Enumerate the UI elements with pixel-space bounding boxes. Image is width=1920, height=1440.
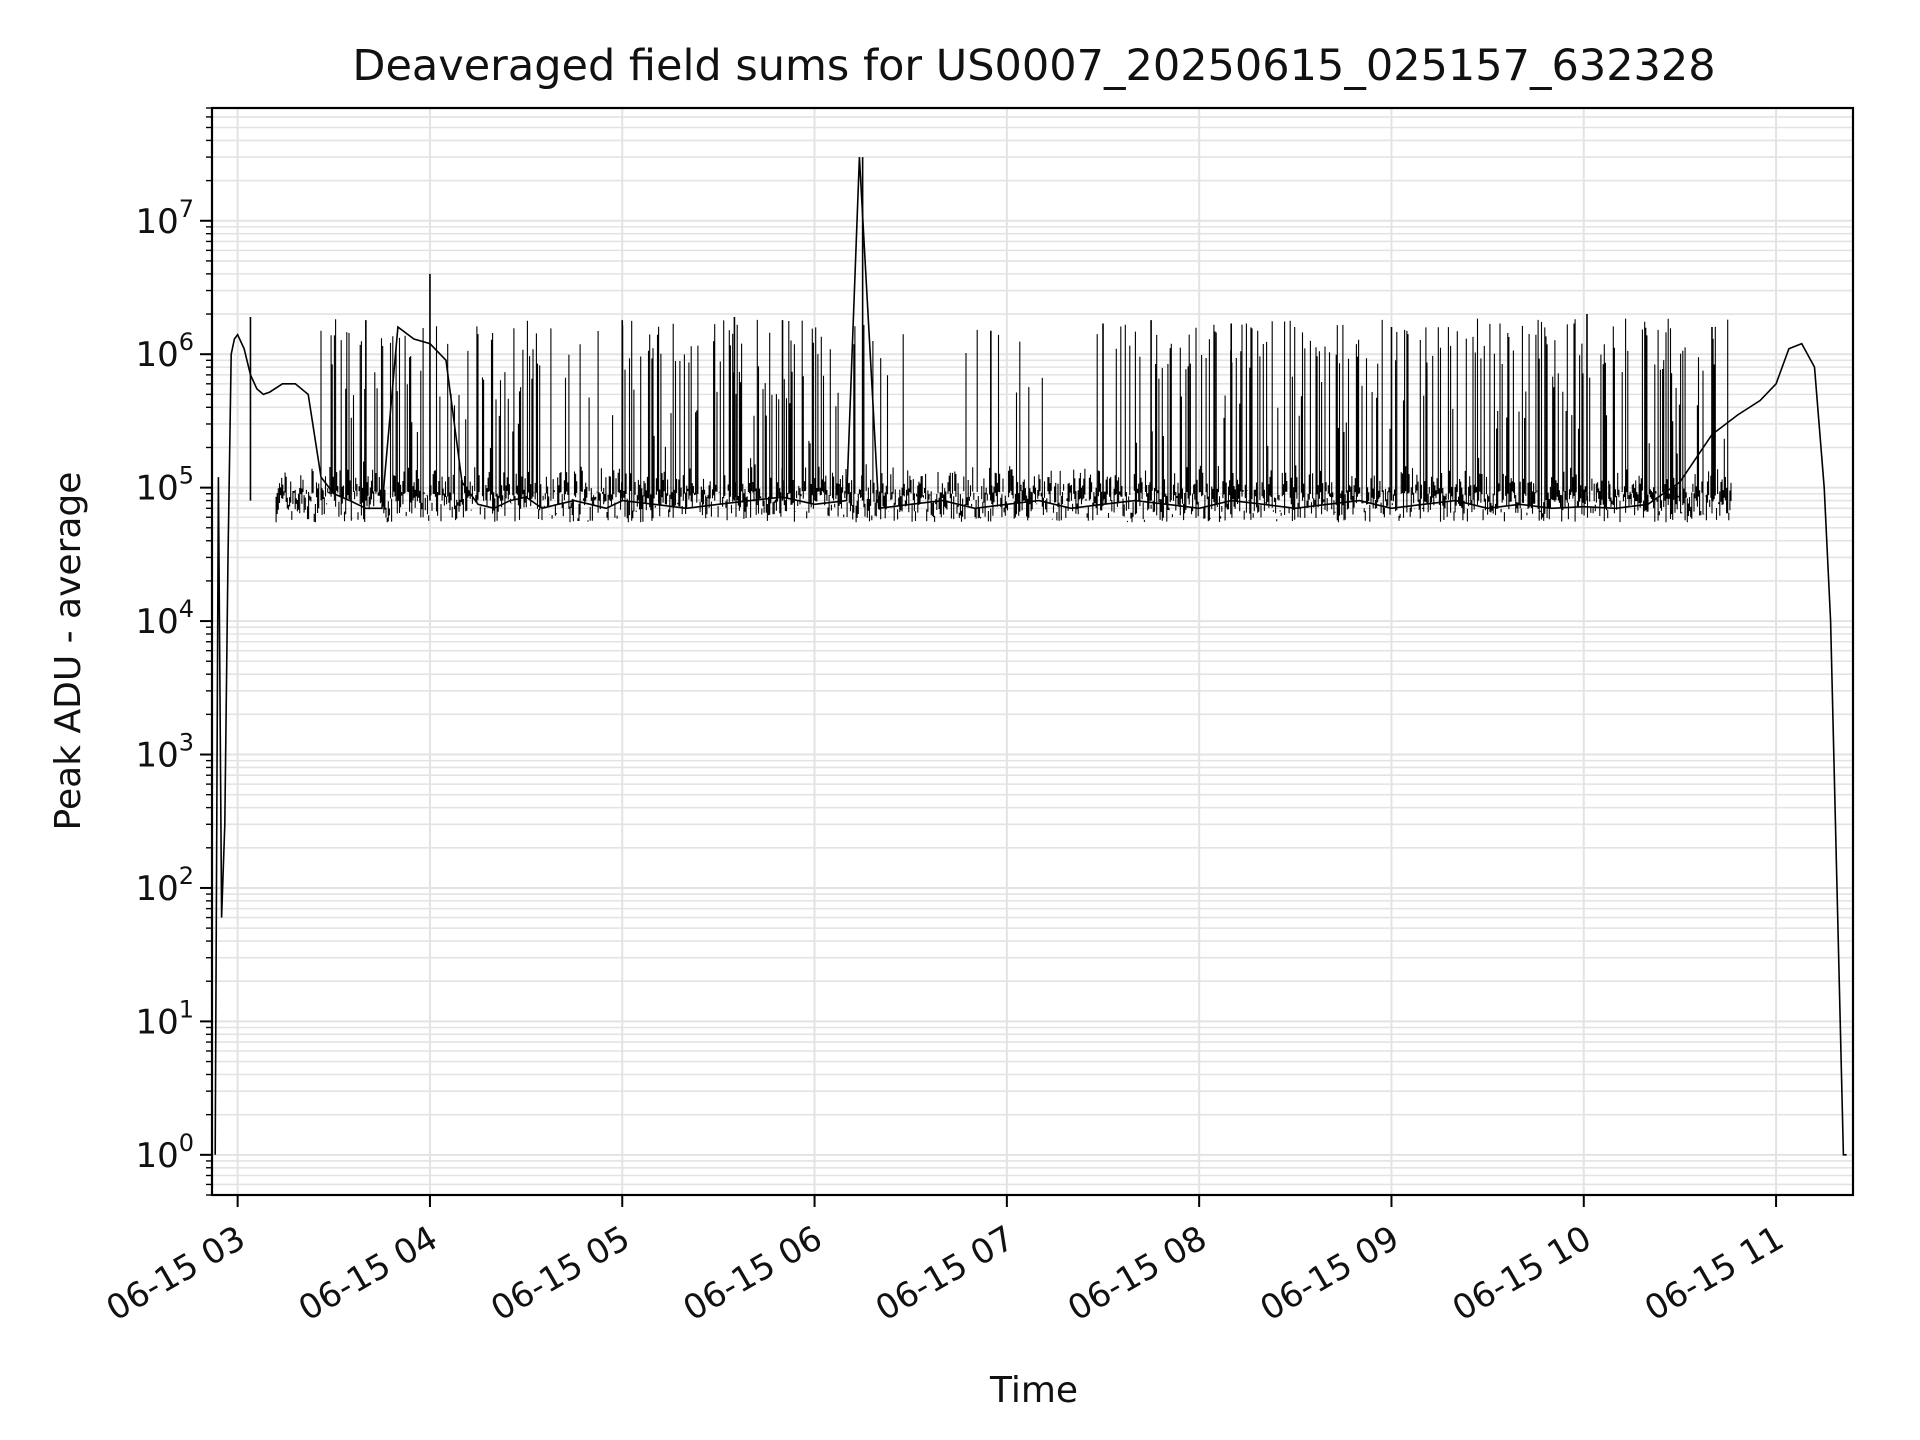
series-line: [214, 157, 1847, 1156]
x-axis: 06-15 03 06-15 04 06-15 05 06-15 06 06-15 07…: [100, 1195, 1791, 1329]
x-tick-label: 06-15 08: [1061, 1218, 1213, 1329]
data-series: [214, 157, 1847, 1156]
x-axis-title: Time: [989, 1370, 1078, 1411]
y-tick-label: 100: [135, 1129, 194, 1176]
x-tick-label: 06-15 06: [677, 1218, 829, 1329]
y-tick-label: 107: [135, 195, 194, 242]
x-tick-label: 06-15 11: [1638, 1218, 1790, 1329]
x-tick-label: 06-15 05: [484, 1218, 636, 1329]
x-tick-label: 06-15 07: [869, 1218, 1021, 1329]
x-tick-label: 06-15 09: [1254, 1218, 1406, 1329]
y-tick-label: 102: [135, 862, 194, 909]
y-tick-label: 104: [135, 595, 194, 642]
x-tick-label: 06-15 04: [292, 1218, 444, 1329]
y-tick-label: 101: [135, 995, 194, 1042]
chart-title: Deaveraged field sums for US0007_2025061…: [352, 41, 1715, 91]
y-tick-label: 106: [135, 328, 194, 375]
grid-lines: [212, 107, 1853, 1196]
y-tick-label: 105: [135, 462, 194, 509]
x-tick-label: 06-15 10: [1446, 1218, 1598, 1329]
y-axis-title: Peak ADU - average: [48, 472, 89, 831]
y-axis: 100 101 102 103 104 105 106 107: [135, 107, 212, 1196]
x-tick-label: 06-15 03: [100, 1218, 252, 1329]
plot-frame: [210, 106, 1855, 1197]
series-noise-band: [275, 318, 1732, 523]
y-tick-label: 103: [135, 729, 194, 776]
